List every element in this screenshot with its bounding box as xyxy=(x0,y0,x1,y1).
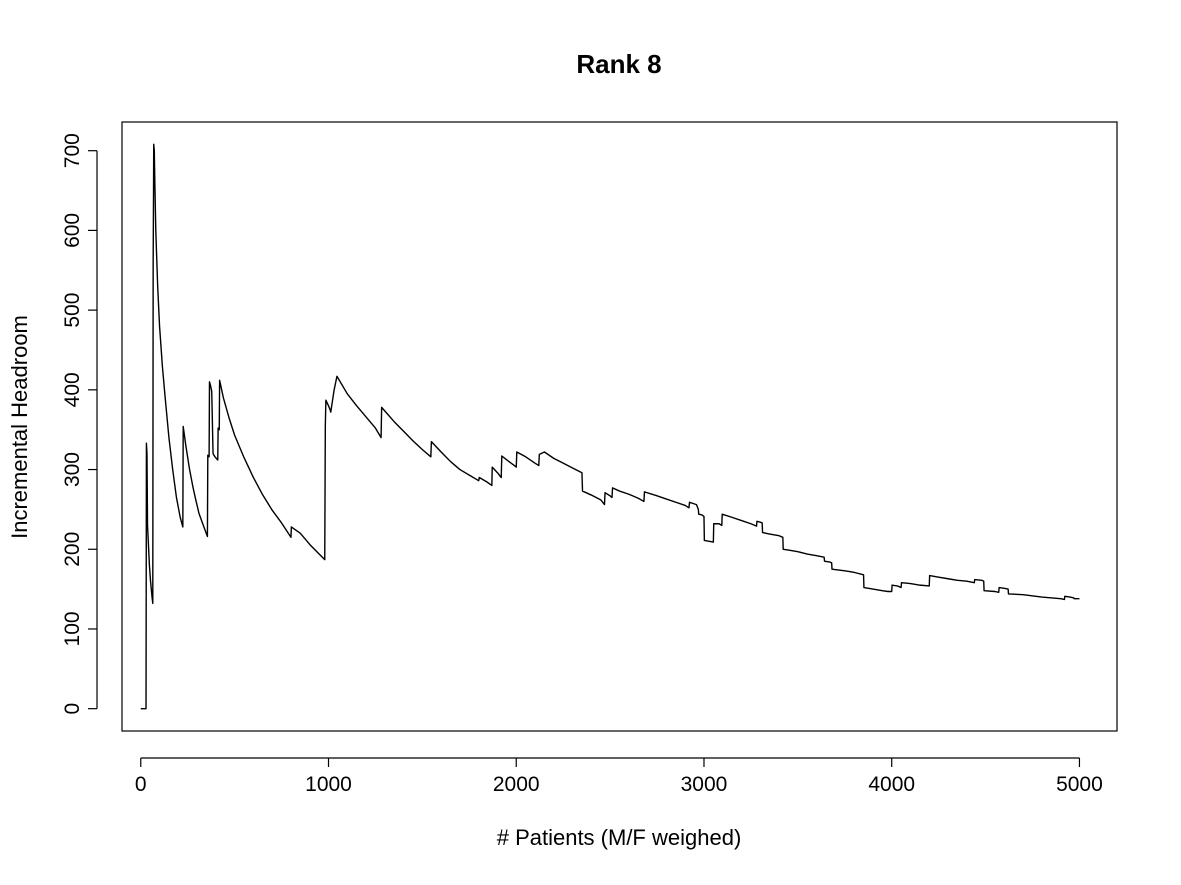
x-tick-label: 5000 xyxy=(1056,773,1103,796)
y-tick-label: 500 xyxy=(61,293,84,328)
y-tick-label: 0 xyxy=(61,703,84,715)
x-tick-label: 0 xyxy=(135,773,147,796)
chart-title: Rank 8 xyxy=(576,49,661,79)
x-tick-label: 4000 xyxy=(868,773,915,796)
x-axis: 0 1000 2000 3000 4000 5000 xyxy=(135,757,1103,796)
x-tick-label: 3000 xyxy=(681,773,728,796)
x-tick-label: 1000 xyxy=(305,773,352,796)
y-tick-label: 700 xyxy=(61,133,84,168)
y-tick-label: 200 xyxy=(61,532,84,567)
y-axis: 0 100 200 300 400 500 600 700 xyxy=(61,133,98,715)
series-line xyxy=(140,143,1080,710)
x-axis-label: # Patients (M/F weighed) xyxy=(497,825,742,850)
y-tick-label: 300 xyxy=(61,452,84,487)
plot-frame xyxy=(121,121,1118,732)
y-tick-label: 600 xyxy=(61,213,84,248)
y-tick-label: 100 xyxy=(61,611,84,646)
y-tick-label: 400 xyxy=(61,372,84,407)
x-tick-label: 2000 xyxy=(493,773,540,796)
y-axis-label: Incremental Headroom xyxy=(7,315,32,539)
